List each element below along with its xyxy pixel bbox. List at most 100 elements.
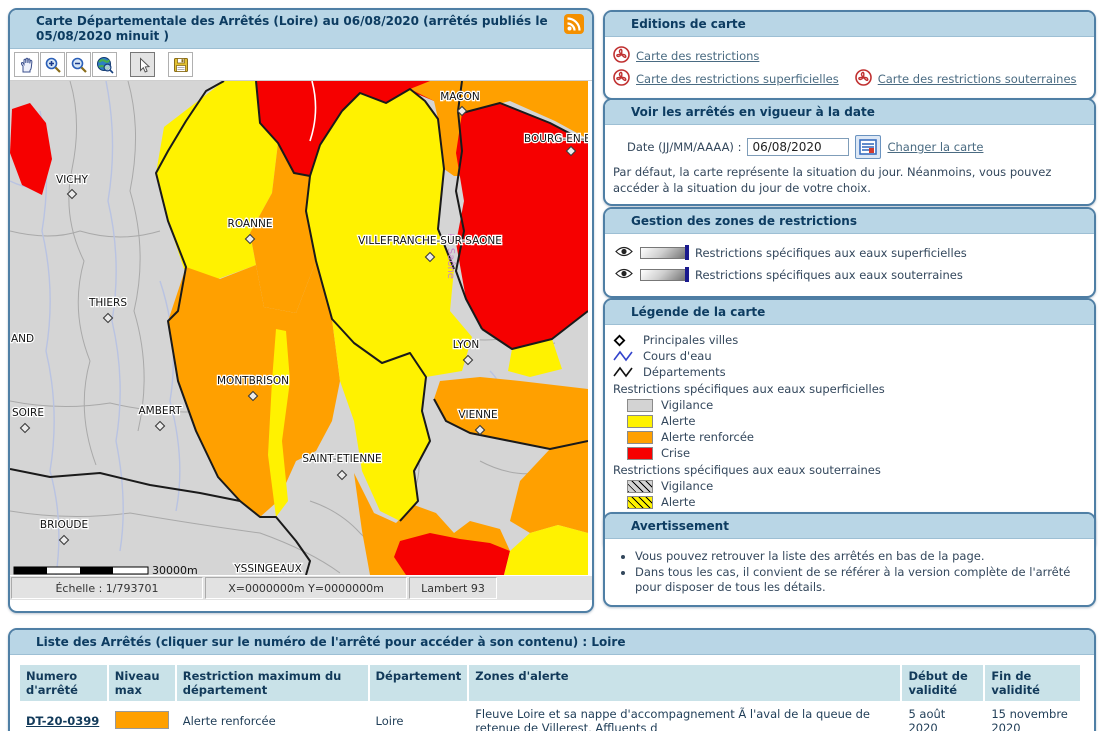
date-panel: Voir les arrêtés en vigueur à la date Da… <box>603 98 1096 207</box>
city-label: VICHY <box>56 174 89 186</box>
save-floppy-icon <box>173 57 188 72</box>
city-label: SAINT-ETIENNE <box>302 453 381 465</box>
city-diamond-icon <box>474 424 486 436</box>
restriction-cell: Alerte renforcée <box>176 703 368 731</box>
city-marker: BRIOUDE <box>39 518 89 546</box>
avertissement-bullet: Vous pouvez retrouver la liste des arrêt… <box>635 549 1086 564</box>
zoom-out-tool-button[interactable] <box>66 52 91 77</box>
slider-handle[interactable] <box>685 245 689 260</box>
swatch-crise <box>627 446 653 460</box>
date-input[interactable] <box>747 138 850 156</box>
swatch-alerte <box>627 414 653 428</box>
rss-feed-icon[interactable] <box>564 14 584 38</box>
zoom-full-extent-tool-button[interactable] <box>92 52 117 77</box>
city-label: AMBERT <box>138 405 182 417</box>
city-marker: MACON <box>439 90 481 117</box>
city-marker: AMBERT <box>137 404 183 432</box>
city-marker: BOURG-EN-B <box>523 132 588 157</box>
legende-panel: Légende de la carte Principales villes C… <box>603 298 1096 551</box>
legend-level-label: Alerte <box>661 495 696 509</box>
col-restriction: Restriction maximum du département <box>176 665 368 701</box>
pan-tool-button[interactable] <box>14 52 39 77</box>
col-fin: Fin de validité <box>985 665 1080 701</box>
pdf-icon <box>613 69 630 89</box>
legend-level-label: Alerte <box>661 414 696 428</box>
opacity-slider[interactable] <box>640 267 689 282</box>
city-marker: THIERS <box>87 296 129 324</box>
scale-bar: 30000m <box>13 564 198 575</box>
col-zones: Zones d'alerte <box>469 665 901 701</box>
city-marker: ROANNE <box>226 217 274 245</box>
map-viewport[interactable]: La Saône VICHY THIERS AND ROANNE MACON BOURG-… <box>10 81 588 575</box>
map-status-bar: Échelle : 1/793701 X=0000000m Y=0000000m… <box>10 575 592 600</box>
slider-handle[interactable] <box>685 267 689 282</box>
opacity-slider[interactable] <box>640 245 689 260</box>
restriction-zones <box>10 81 588 575</box>
arretes-panel: Liste des Arrêtés (cliquer sur le numéro… <box>8 628 1096 731</box>
change-map-link[interactable]: Changer la carte <box>887 140 984 154</box>
city-diamond-icon <box>336 469 348 481</box>
legende-panel-title: Légende de la carte <box>605 300 1094 325</box>
link-carte-restrictions[interactable]: Carte des restrictions <box>636 49 760 63</box>
visibility-eye-icon[interactable] <box>615 268 633 282</box>
river-label: La Saône <box>445 233 457 279</box>
map-panel: Carte Départementale des Arrêtés (Loire)… <box>8 8 594 613</box>
arretes-panel-title: Liste des Arrêtés (cliquer sur le numéro… <box>10 630 1094 655</box>
city-diamond-icon <box>154 420 166 432</box>
city-diamond-icon <box>19 422 31 434</box>
fin-cell: 15 novembre 2020 <box>985 703 1080 731</box>
city-diamond-icon <box>613 334 635 347</box>
city-diamond-icon <box>456 105 468 117</box>
legend-villes-label: Principales villes <box>643 333 739 347</box>
city-marker: YSSINGEAUX <box>232 562 303 575</box>
river-highlight <box>309 81 317 142</box>
legend-level-label: Crise <box>661 446 691 460</box>
city-label: VILLEFRANCHE-SUR-SAONE <box>358 235 502 247</box>
city-marker: LYON <box>452 338 480 366</box>
swatch-vigilance-hatched <box>627 479 653 493</box>
river-line-icon <box>613 350 635 362</box>
city-diamond-icon <box>102 312 114 324</box>
city-diamond-icon <box>58 534 70 546</box>
departement-cell: Loire <box>369 703 468 731</box>
department-line-icon <box>613 366 635 378</box>
city-label: ROANNE <box>228 218 273 230</box>
visibility-eye-icon[interactable] <box>615 246 633 260</box>
legend-level-label: Vigilance <box>661 479 714 493</box>
coordinates-status: X=0000000m Y=0000000m <box>205 577 407 599</box>
link-carte-restrictions-superficielles[interactable]: Carte des restrictions superficielles <box>636 72 839 86</box>
table-row: DT-20-0399 Alerte renforcée Loire Fleuve… <box>20 703 1080 731</box>
swatch-alerte-hatched <box>627 495 653 509</box>
swatch-alerte-renforcee <box>627 430 653 444</box>
calendar-icon <box>859 139 878 155</box>
city-diamond-icon <box>424 251 436 263</box>
city-label: MONTBRISON <box>217 375 289 387</box>
scale-status: Échelle : 1/793701 <box>11 577 203 599</box>
city-label: SOIRE <box>12 407 44 419</box>
avertissement-panel-title: Avertissement <box>605 514 1094 539</box>
city-marker: VIENNE <box>457 408 499 436</box>
legend-departements-label: Départements <box>643 365 726 379</box>
city-marker: VILLEFRANCHE-SUR-SAONE <box>357 234 503 263</box>
arrete-number-link[interactable]: DT-20-0399 <box>26 714 100 728</box>
city-label: THIERS <box>88 297 127 309</box>
map-toolbar <box>10 49 592 81</box>
calendar-button[interactable] <box>855 135 882 159</box>
col-debut: Début de validité <box>902 665 984 701</box>
pdf-icon <box>613 46 630 66</box>
col-numero: Numero d'arrêté <box>20 665 107 701</box>
table-header-row: Numero d'arrêté Niveau max Restriction m… <box>20 665 1080 701</box>
save-tool-button[interactable] <box>168 52 193 77</box>
avertissement-list: Vous pouvez retrouver la liste des arrêt… <box>635 549 1086 595</box>
link-carte-restrictions-souterraines[interactable]: Carte des restrictions souterraines <box>877 72 1077 86</box>
col-niveau: Niveau max <box>108 665 175 701</box>
pointer-tool-button[interactable] <box>130 52 155 77</box>
zoom-out-icon <box>71 57 87 73</box>
editions-panel: Editions de carte Carte des restrictions <box>603 10 1096 100</box>
pdf-icon <box>854 69 872 89</box>
debut-cell: 5 août 2020 <box>902 703 984 731</box>
zoom-in-tool-button[interactable] <box>40 52 65 77</box>
globe-magnifier-icon <box>96 56 114 74</box>
date-panel-note: Par défaut, la carte représente la situa… <box>613 165 1052 195</box>
